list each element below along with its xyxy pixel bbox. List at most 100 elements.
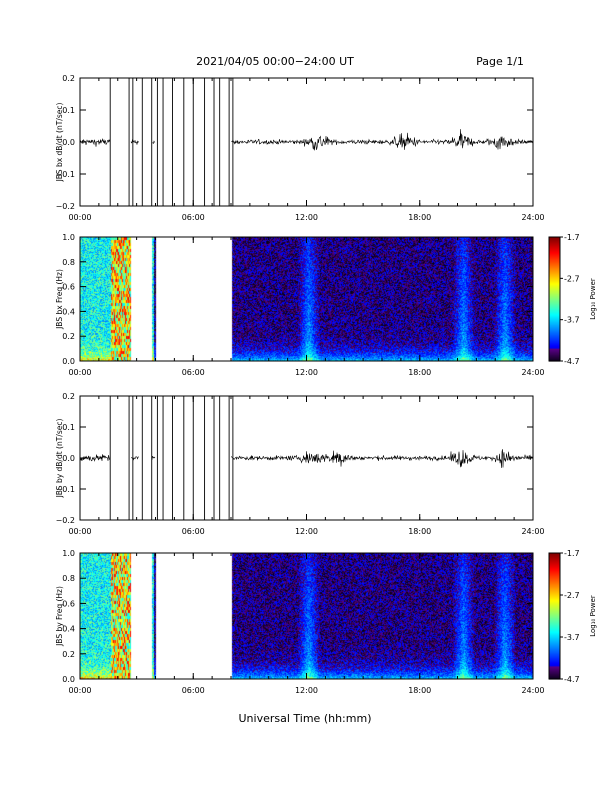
colorbar-swatch: [549, 264, 560, 267]
colorbar-swatch: [549, 353, 560, 356]
colorbar-swatch: [549, 617, 560, 619]
colorbar-swatch: [549, 309, 560, 311]
colorbar-swatch: [549, 342, 560, 345]
y-tick-label: 0.0: [62, 675, 75, 684]
colorbar-swatch: [549, 277, 560, 279]
colorbar-swatch: [549, 668, 560, 671]
colorbar-swatch: [549, 257, 560, 260]
colorbar-swatch: [549, 315, 560, 318]
colorbar-swatch: [549, 627, 560, 630]
colorbar-swatch: [549, 258, 560, 261]
figure-title: 2021/04/05 00:00−24:00 UT: [196, 55, 354, 68]
colorbar-tick-label: -4.7: [564, 675, 580, 684]
colorbar-swatch: [549, 557, 560, 559]
colorbar-swatch: [549, 601, 560, 603]
colorbar-swatch: [549, 357, 560, 360]
colorbar-swatch: [549, 339, 560, 341]
colorbar-swatch: [549, 590, 560, 593]
colorbar-swatch: [549, 570, 560, 573]
colorbar-swatch: [549, 310, 560, 312]
colorbar-swatch: [549, 604, 560, 607]
colorbar-swatch: [549, 246, 560, 248]
colorbar-swatch: [549, 567, 560, 570]
by-dbdt-panel: 0.2 0.1 0.0 −0.1 −0.2 JBS by dB/dt (nT/sec) 00…: [55, 392, 545, 536]
colorbar-swatch: [549, 671, 560, 674]
colorbar-swatch: [549, 273, 560, 275]
y-axis-label: JBS by dB/dt (nT/sec): [55, 419, 64, 499]
y-tick-label: 0.1: [62, 423, 75, 432]
colorbar-swatch: [549, 328, 560, 331]
colorbar-swatch: [549, 624, 560, 627]
colorbar-tick-label: -4.7: [564, 357, 580, 366]
colorbar-swatch: [549, 291, 560, 294]
colorbar-swatch: [549, 350, 560, 353]
colorbar-swatch: [549, 584, 560, 587]
colorbar-swatch: [549, 284, 560, 287]
colorbar-swatch: [549, 674, 560, 677]
colorbar-swatch: [549, 651, 560, 654]
colorbar-bx: -1.7 -2.7 -3.7 -4.7 Log₁₀ Power: [548, 233, 597, 366]
colorbar-swatch: [549, 598, 560, 600]
colorbar-swatch: [549, 321, 560, 324]
colorbar-swatch: [549, 563, 560, 566]
colorbar-swatch: [549, 288, 560, 291]
colorbar-tick-label: -1.7: [564, 549, 580, 558]
y-tick-label: 1.0: [62, 549, 75, 558]
y-tick-label: −0.1: [56, 485, 75, 494]
colorbar-swatch: [549, 265, 560, 268]
colorbar-swatch: [549, 566, 560, 569]
colorbar-swatch: [549, 343, 560, 346]
x-tick-label: 00:00: [68, 213, 91, 222]
x-tick-label: 06:00: [182, 368, 205, 377]
colorbar-swatch: [549, 649, 560, 652]
colorbar-swatch: [549, 609, 560, 612]
colorbar-swatch: [549, 341, 560, 343]
colorbar-swatch: [549, 311, 560, 314]
colorbar-swatch: [549, 255, 560, 258]
colorbar-swatch: [549, 672, 560, 675]
colorbar-swatch: [549, 640, 560, 642]
colorbar-swatch: [549, 623, 560, 625]
colorbar-swatch: [549, 675, 560, 678]
colorbar-swatch: [549, 652, 560, 655]
colorbar-swatch: [549, 621, 560, 623]
colorbar-swatch: [549, 645, 560, 648]
colorbar-swatch: [549, 254, 560, 257]
colorbar-swatch: [549, 561, 560, 564]
y-tick-label: 0.2: [62, 332, 75, 341]
colorbar-swatch: [549, 650, 560, 653]
y-tick-label: 0.1: [62, 106, 75, 115]
y-tick-label: 0.2: [62, 650, 75, 659]
colorbar-swatch: [549, 622, 560, 624]
page-indicator: Page 1/1: [476, 55, 524, 68]
colorbar-swatch: [549, 245, 560, 247]
colorbar-swatch: [549, 613, 560, 616]
x-tick-label: 06:00: [182, 213, 205, 222]
colorbar-swatch: [549, 639, 560, 641]
colorbar-swatch: [549, 332, 560, 334]
colorbar-swatch: [549, 337, 560, 339]
colorbar-swatch: [549, 270, 560, 272]
colorbar-swatch: [549, 330, 560, 332]
colorbar-swatch: [549, 260, 560, 263]
colorbar-swatch: [549, 653, 560, 656]
x-tick-label: 18:00: [408, 527, 431, 536]
colorbar-swatch: [549, 633, 560, 636]
y-tick-label: 0.6: [62, 599, 75, 608]
y-tick-label: 0.8: [62, 574, 75, 583]
colorbar-swatch: [549, 279, 560, 281]
colorbar-swatch: [549, 250, 560, 253]
colorbar-swatch: [549, 237, 560, 239]
colorbar-swatch: [549, 556, 560, 558]
colorbar-swatch: [549, 338, 560, 340]
colorbar-swatch: [549, 266, 560, 269]
colorbar-swatch: [549, 580, 560, 582]
colorbar-swatch: [549, 655, 560, 658]
colorbar-swatch: [549, 587, 560, 590]
colorbar-swatch: [549, 599, 560, 601]
colorbar-swatch: [549, 644, 560, 646]
colorbar-swatch: [549, 295, 560, 298]
trace-group: [80, 396, 533, 520]
colorbar-swatch: [549, 249, 560, 252]
colorbar-swatch: [549, 553, 560, 555]
